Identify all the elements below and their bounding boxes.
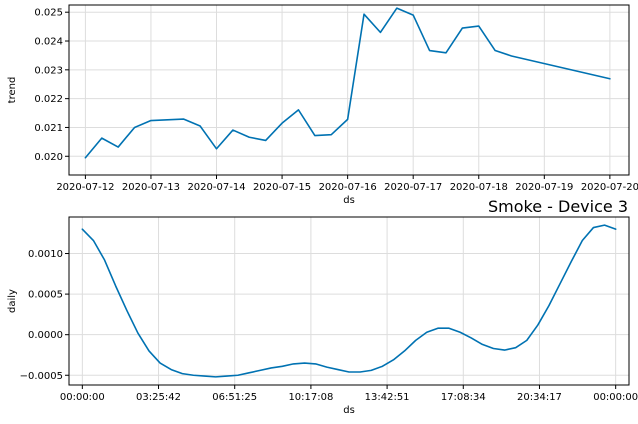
trend-panel: 2020-07-12 2020-07-13 2020-07-14 2020-07-15…	[7, 4, 638, 206]
x-tick-label: 2020-07-17	[384, 182, 442, 193]
x-tick-label: 2020-07-16	[319, 182, 377, 193]
y-tick-label: 0.025	[34, 8, 63, 19]
daily-panel: 00:00:00 03:25:42 06:51:25 10:17:08 13:42:51…	[7, 216, 638, 416]
x-tick-label: 2020-07-13	[122, 182, 180, 193]
y-tick-label: 0.021	[34, 123, 63, 134]
x-axis-label: ds	[343, 405, 355, 416]
axes-frame	[68, 216, 630, 386]
x-axis-label: ds	[343, 195, 355, 206]
y-tick-label: 0.023	[34, 65, 63, 76]
y-tick-label: −0.0005	[20, 371, 63, 382]
y-tick-label: 0.0005	[28, 290, 63, 301]
x-tick-label: 13:42:51	[365, 392, 410, 403]
x-tick-label: 00:00:00	[60, 392, 105, 403]
x-tick-label: 20:34:17	[517, 392, 562, 403]
x-tick-label: 2020-07-12	[56, 182, 114, 193]
y-tick-label: 0.0010	[28, 249, 63, 260]
y-axis-label: daily	[7, 289, 18, 313]
x-tick-label: 2020-07-14	[187, 182, 245, 193]
x-tick-label: 2020-07-20	[581, 182, 638, 193]
x-tick-label: 2020-07-19	[515, 182, 573, 193]
x-tick-label: 2020-07-15	[253, 182, 311, 193]
y-tick-label: 0.024	[34, 37, 63, 48]
y-tick-label: 0.0000	[28, 330, 63, 341]
y-tick-label: 0.022	[34, 94, 63, 105]
trend-series-line	[84, 7, 611, 159]
x-tick-label: 2020-07-18	[450, 182, 508, 193]
y-axis-label: trend	[7, 77, 18, 104]
figure-title: Smoke - Device 3	[488, 197, 628, 216]
axes-frame	[68, 4, 630, 176]
daily-series-line	[81, 224, 617, 378]
x-tick-label: 17:08:34	[441, 392, 486, 403]
x-tick-label: 03:25:42	[136, 392, 181, 403]
y-tick-label: 0.020	[34, 152, 63, 163]
x-tick-label: 00:00:00	[593, 392, 638, 403]
x-tick-label: 10:17:08	[288, 392, 333, 403]
x-tick-label: 06:51:25	[212, 392, 257, 403]
